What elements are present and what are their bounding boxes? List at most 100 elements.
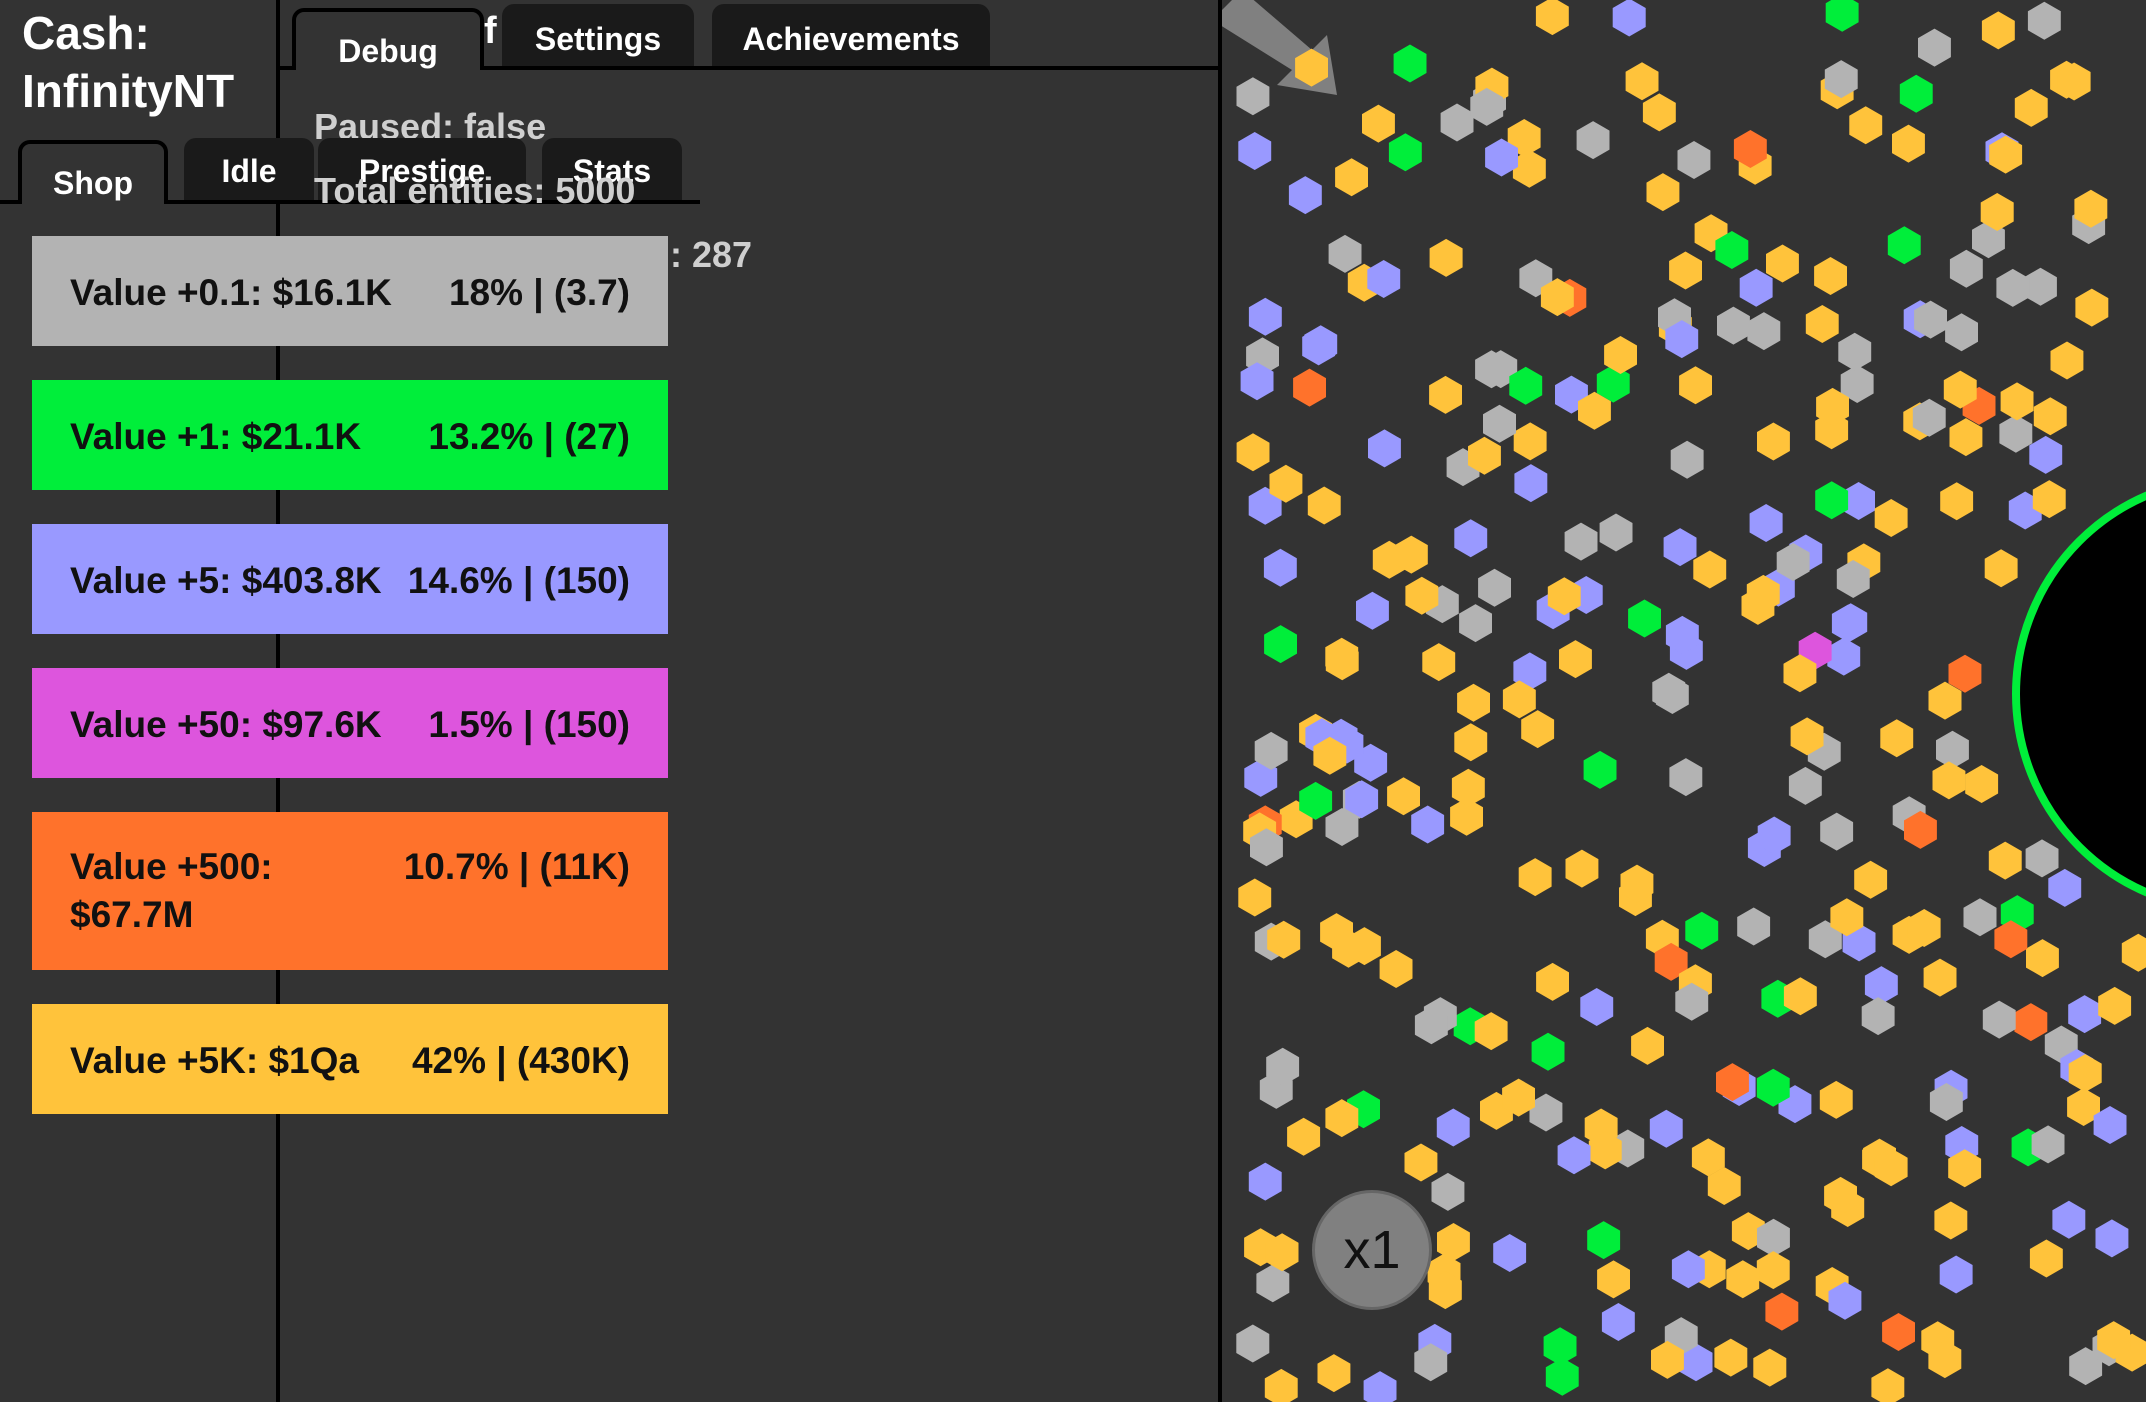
entity-hexagon [1428, 1271, 1462, 1310]
entity-hexagon [1726, 1260, 1760, 1299]
entity-hexagon [1912, 398, 1946, 437]
entity-hexagon [1236, 77, 1270, 116]
entity-hexagon [1440, 103, 1474, 142]
entity-hexagon [1679, 1343, 1713, 1382]
entity-hexagon [1904, 810, 1937, 849]
tab-debug[interactable]: Debug [292, 8, 484, 70]
entity-hexagon [1989, 135, 2023, 174]
entity-hexagon [1248, 1162, 1282, 1201]
entity-hexagon [1267, 920, 1301, 959]
tab-idle[interactable]: Idle [184, 138, 314, 200]
entity-hexagon [1707, 1167, 1741, 1205]
cash-label: Cash: [22, 7, 150, 59]
entity-hexagon [1940, 482, 1974, 521]
shop-item-5[interactable]: Value +500: 10.7% | (11K) $67.7M [32, 812, 668, 970]
entity-hexagon [2068, 995, 2102, 1034]
entity-hexagon [1411, 805, 1445, 844]
entity-hexagon [1557, 1136, 1591, 1175]
entity-hexagon [1328, 234, 1362, 273]
shop-item-6[interactable]: Value +5K: $1Qa 42% | (430K) [32, 1004, 668, 1114]
entity-hexagon [1948, 1149, 1982, 1188]
entity-hexagon [1414, 1006, 1448, 1045]
entity-hexagon [1564, 522, 1598, 561]
entity-hexagon [1994, 920, 2028, 959]
entity-hexagon [1654, 942, 1688, 981]
entity-hexagon [1934, 1201, 1968, 1240]
entity-hexagon [2068, 1054, 2102, 1093]
entity-hexagon [1665, 320, 1699, 359]
entity-hexagon [1454, 519, 1488, 558]
entity-hexagon [1470, 87, 1504, 126]
entity-hexagon [1536, 962, 1569, 1001]
entity-hexagon [1379, 950, 1413, 988]
entity-hexagon [1437, 1223, 1470, 1261]
entity-hexagon [1880, 719, 1914, 758]
entity-hexagon [1236, 1324, 1270, 1363]
entity-hexagon [1248, 486, 1282, 525]
tab-shop[interactable]: Shop [18, 140, 168, 204]
tab-settings[interactable]: Settings [502, 4, 694, 66]
entity-hexagon [1757, 1218, 1790, 1257]
shop-item-1[interactable]: Value +0.1: $16.1K 18% | (3.7) [32, 236, 668, 346]
entity-hexagon [1649, 1109, 1683, 1148]
entity-hexagon [2026, 939, 2059, 978]
entity-hexagon [1849, 106, 1883, 145]
shop-item-stat: 14.6% | (150) [407, 560, 630, 601]
tab-prestige[interactable]: Prestige [318, 138, 526, 200]
entity-hexagon [1240, 362, 1274, 401]
entity-hexagon [1307, 486, 1341, 525]
entity-hexagon [1485, 138, 1518, 177]
entity-hexagon [1388, 133, 1422, 172]
entity-hexagon [1431, 1172, 1465, 1211]
shop-item-stat: 18% | (3.7) [448, 272, 630, 313]
entity-hexagon [1363, 1371, 1397, 1402]
entity-hexagon [1963, 898, 1997, 937]
entity-hexagon [1356, 591, 1389, 630]
entity-hexagon [1578, 391, 1611, 430]
entity-hexagon [2097, 1321, 2131, 1360]
entity-hexagon [1250, 828, 1283, 867]
entity-hexagon [1996, 268, 2030, 307]
entity-hexagon [1746, 574, 1780, 613]
game-canvas[interactable] [1222, 0, 2146, 1402]
entity-hexagon [2093, 1106, 2127, 1144]
entity-hexagon [1840, 365, 1874, 403]
entity-hexagon [1367, 260, 1401, 298]
entity-hexagon [1820, 812, 1854, 851]
entity-hexagon [1984, 549, 2018, 588]
entity-hexagon [1747, 312, 1781, 351]
entity-hexagon [1923, 958, 1957, 997]
shop-item-3[interactable]: Value +5: $403.8K 14.6% | (150) [32, 524, 668, 634]
entity-hexagon [1493, 1234, 1527, 1272]
shop-item-2[interactable]: Value +1: $21.1K 13.2% | (27) [32, 380, 668, 490]
entity-hexagon [1828, 1281, 1862, 1320]
entity-hexagon [1918, 28, 1951, 67]
entity-hexagon [1540, 278, 1574, 317]
entity-hexagon [1663, 528, 1697, 567]
entity-hexagon [2098, 986, 2132, 1025]
entity-hexagon [1387, 777, 1420, 816]
entity-hexagon [1928, 1340, 1962, 1379]
entity-hexagon [1597, 1260, 1630, 1299]
entity-hexagon [1737, 907, 1771, 946]
tab-achievements[interactable]: Achievements [712, 4, 990, 66]
speed-multiplier-button[interactable]: x1 [1312, 1190, 1432, 1310]
game-area[interactable] [1222, 0, 2146, 1402]
entity-hexagon [1864, 966, 1898, 1005]
entity-hexagon [1914, 300, 1947, 339]
entity-hexagon [1691, 1138, 1725, 1177]
entity-hexagon [1266, 1047, 1300, 1086]
entity-hexagon [2025, 839, 2059, 878]
entity-hexagon [1693, 550, 1727, 589]
entity-hexagon [1393, 44, 1427, 83]
tab-stats[interactable]: Stats [542, 138, 682, 200]
shop-item-4[interactable]: Value +50: $97.6K 1.5% | (150) [32, 668, 668, 778]
entity-hexagon [1854, 860, 1888, 899]
entity-hexagon [1348, 927, 1381, 966]
entity-hexagon [1414, 1343, 1448, 1382]
entity-hexagon [1928, 681, 1962, 720]
entity-hexagon [2031, 1125, 2065, 1164]
entity-hexagon [1838, 332, 1872, 371]
entity-hexagon [1475, 350, 1508, 389]
entity-hexagon [1583, 750, 1617, 789]
